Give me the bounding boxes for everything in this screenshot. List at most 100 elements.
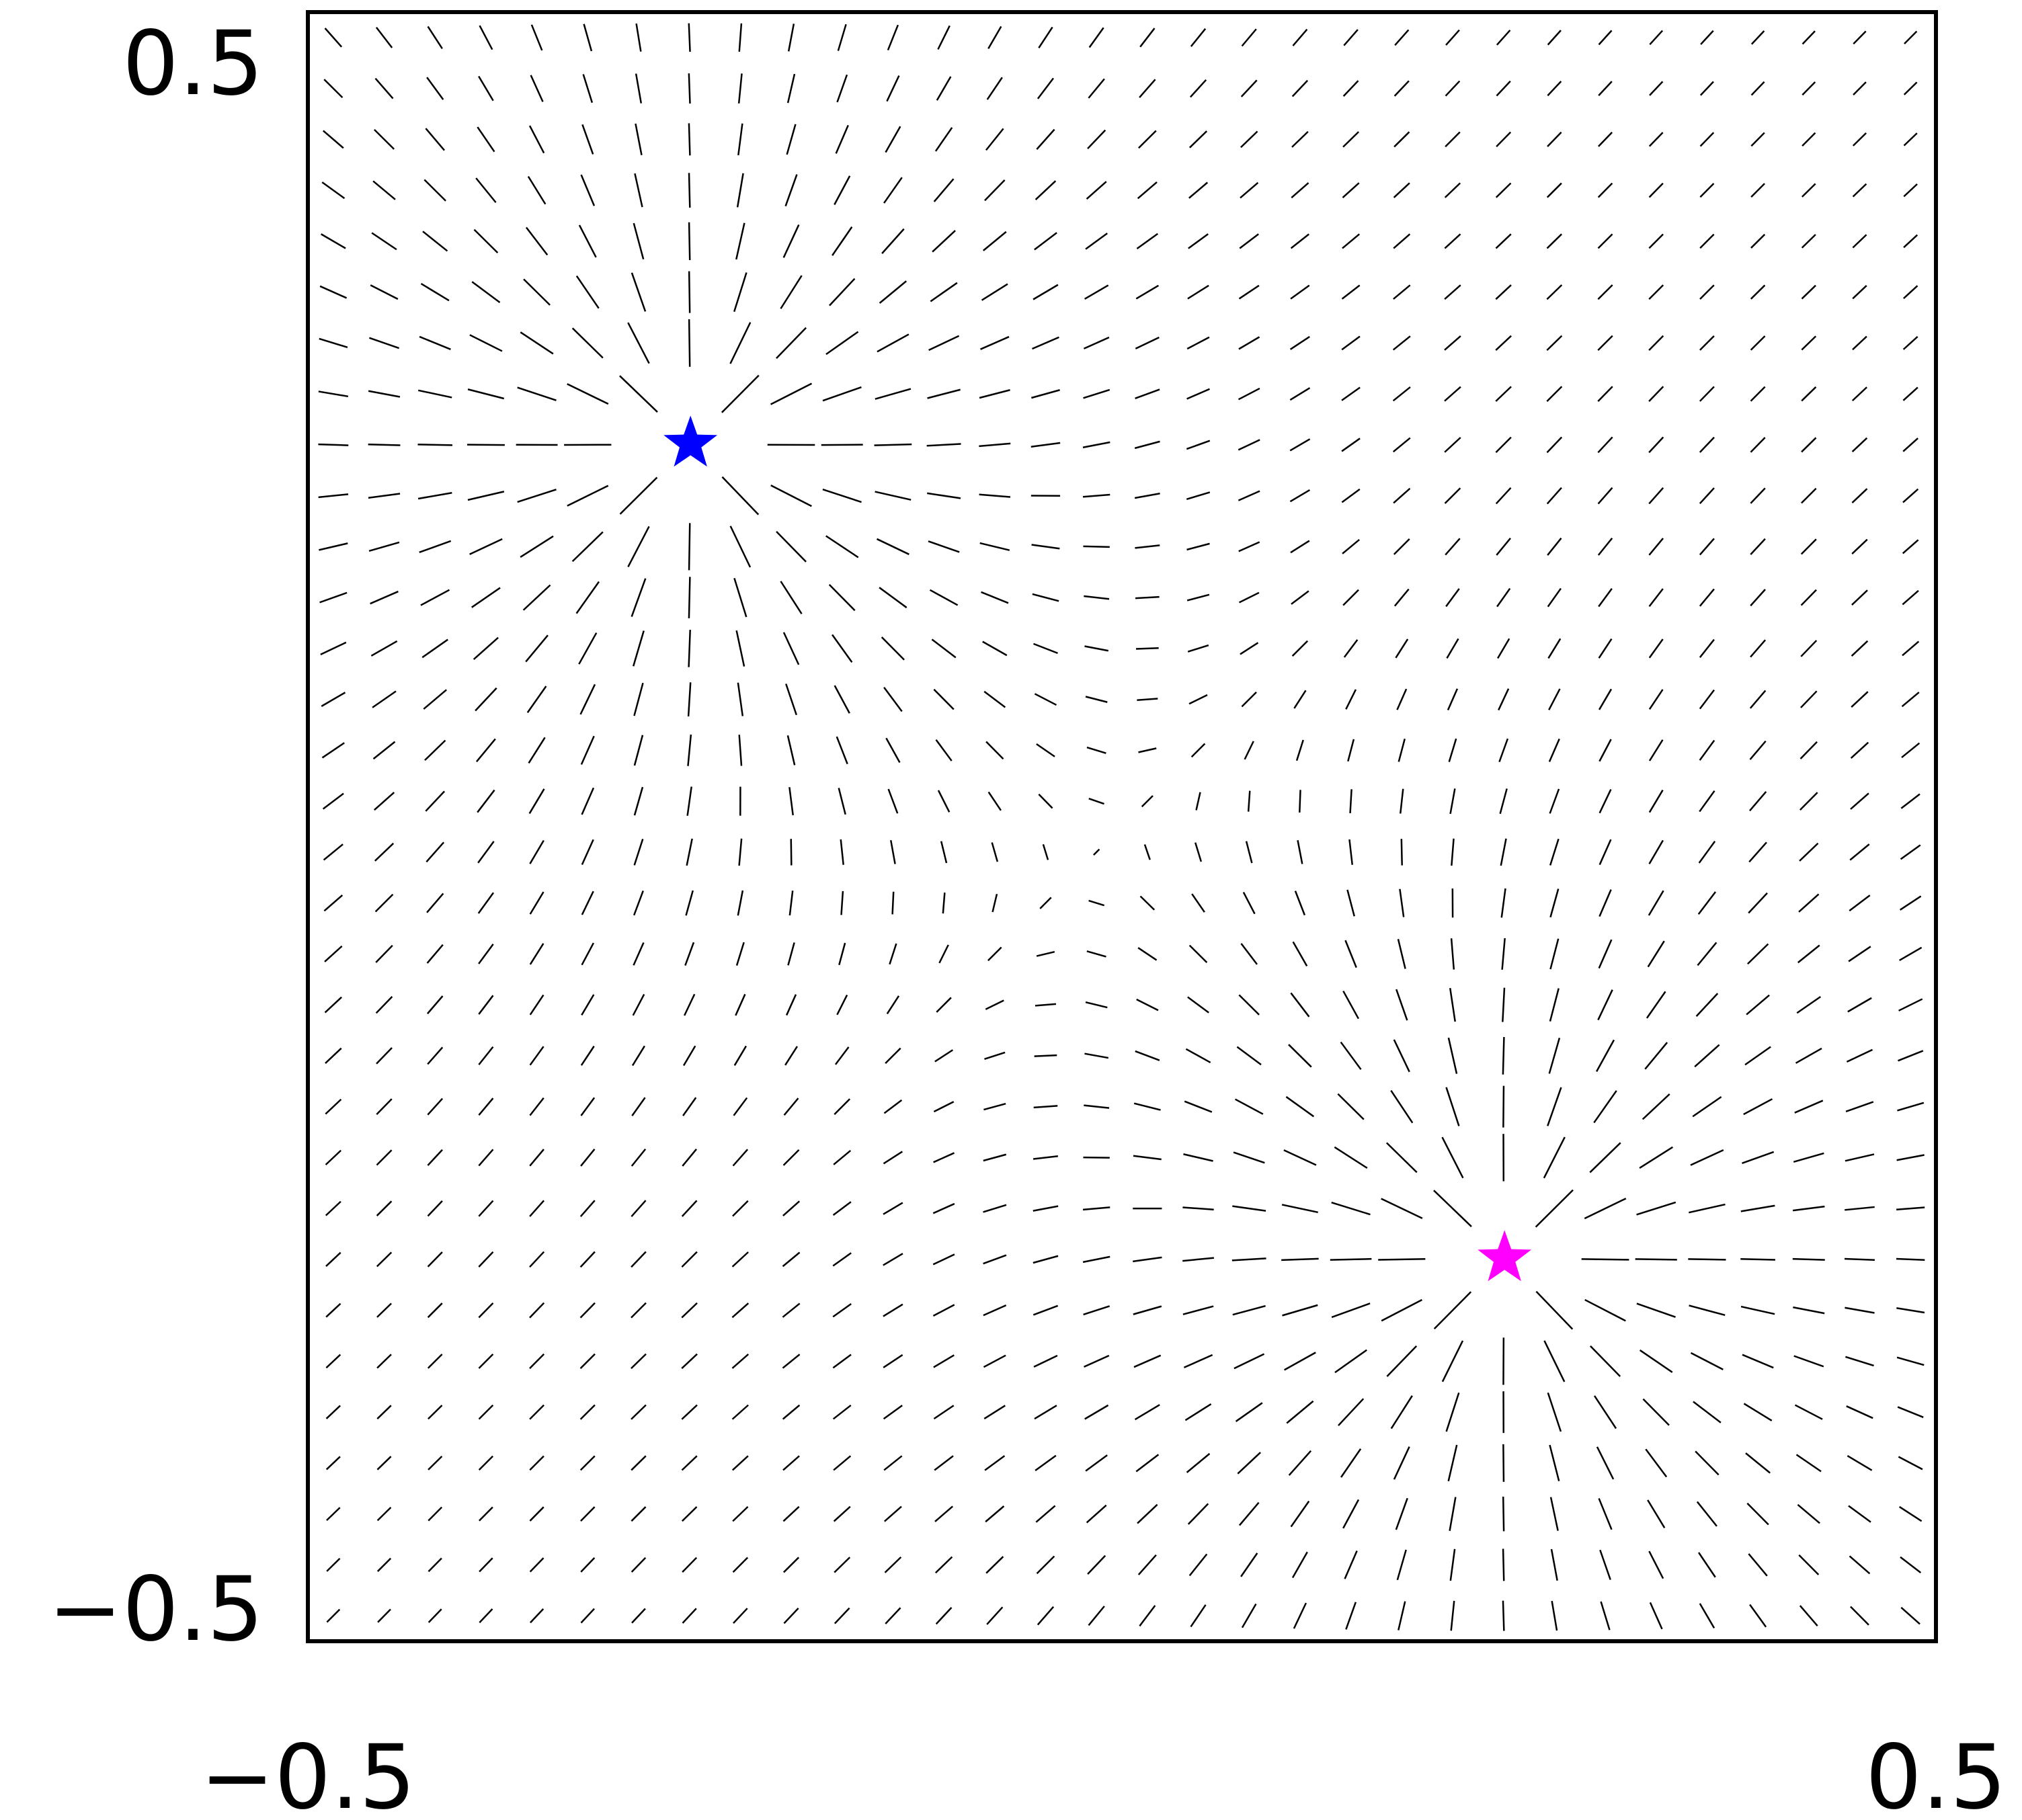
field-segment	[889, 839, 896, 864]
field-segment	[1396, 1549, 1407, 1581]
field-segment	[1239, 233, 1259, 249]
field-segment	[1082, 1206, 1110, 1211]
field-segment	[370, 640, 398, 657]
field-segment	[520, 535, 554, 559]
field-segment	[323, 843, 343, 861]
field-segment	[428, 1405, 443, 1420]
field-segment	[633, 630, 645, 667]
field-segment	[1584, 1198, 1627, 1220]
field-segment	[1133, 1354, 1162, 1368]
star-marker-1	[663, 415, 718, 467]
field-segment	[1393, 1446, 1410, 1480]
field-segment	[1502, 987, 1506, 1022]
field-segment	[836, 74, 848, 103]
field-segment	[832, 1302, 852, 1318]
field-segment	[1393, 538, 1410, 555]
field-segment	[782, 224, 800, 258]
field-segment	[1740, 1204, 1775, 1212]
field-segment	[376, 1098, 393, 1116]
field-segment	[529, 943, 544, 965]
field-segment	[1449, 988, 1456, 1022]
field-segment	[1636, 1302, 1676, 1318]
field-segment	[581, 891, 594, 915]
field-segment	[1186, 1452, 1211, 1473]
field-segment	[1693, 1401, 1722, 1423]
field-segment	[326, 1558, 341, 1572]
field-segment	[885, 1607, 901, 1624]
marker-layer	[663, 415, 1532, 1282]
field-segment	[733, 1608, 748, 1624]
field-segment	[1085, 233, 1108, 250]
field-segment	[1699, 1603, 1715, 1628]
field-segment	[1238, 490, 1260, 501]
field-segment	[1038, 793, 1053, 809]
field-segment	[469, 334, 503, 352]
field-segment	[426, 841, 445, 863]
field-segment	[627, 322, 650, 364]
field-segment	[1445, 588, 1460, 608]
field-segment	[467, 444, 505, 446]
field-segment	[1649, 1602, 1663, 1630]
field-segment	[782, 1404, 801, 1420]
field-segment	[833, 1149, 852, 1165]
field-segment	[832, 634, 853, 663]
field-segment	[783, 1557, 800, 1573]
field-segment	[422, 231, 448, 252]
field-segment	[571, 531, 604, 563]
field-segment	[932, 1304, 955, 1317]
field-segment	[1798, 1554, 1820, 1575]
field-segment	[1291, 79, 1309, 97]
field-segment	[471, 281, 501, 304]
field-segment	[1447, 1037, 1458, 1074]
field-segment	[883, 1455, 903, 1471]
field-segment	[1133, 1305, 1162, 1315]
field-segment	[983, 1103, 1006, 1111]
field-segment	[1495, 233, 1512, 249]
field-segment	[526, 686, 547, 713]
field-segment	[981, 591, 1009, 604]
field-segment	[1648, 284, 1664, 300]
field-segment	[1599, 739, 1612, 762]
field-segment	[428, 1557, 442, 1573]
field-segment	[1134, 492, 1160, 499]
field-segment	[1904, 30, 1918, 44]
field-segment	[1699, 386, 1715, 402]
field-segment	[478, 1302, 494, 1319]
field-segment	[1648, 1550, 1664, 1579]
field-segment	[1801, 437, 1817, 453]
field-segment	[1139, 28, 1156, 48]
field-segment	[1849, 1555, 1871, 1575]
field-segment	[580, 1045, 595, 1066]
field-segment	[1338, 1398, 1365, 1426]
field-segment	[479, 1557, 493, 1573]
field-segment	[1799, 842, 1819, 862]
field-segment	[1182, 1206, 1214, 1211]
field-segment	[1190, 28, 1207, 47]
field-segment	[528, 125, 545, 154]
field-segment	[372, 180, 396, 200]
field-segment	[579, 1251, 596, 1268]
field-segment	[1549, 788, 1560, 814]
field-segment	[1342, 589, 1359, 606]
field-segment	[1550, 1548, 1558, 1581]
field-segment	[426, 893, 444, 913]
field-segment	[1547, 537, 1562, 556]
field-segment	[1341, 284, 1361, 300]
field-segment	[1032, 336, 1059, 350]
field-segment	[834, 1046, 850, 1065]
field-segment	[1648, 182, 1664, 198]
field-segment	[467, 491, 505, 501]
field-segment	[478, 1149, 494, 1167]
field-segment	[375, 26, 393, 48]
field-segment	[530, 1608, 544, 1624]
field-segment	[933, 1354, 955, 1368]
field-segment	[825, 535, 859, 559]
field-segment	[1699, 487, 1715, 505]
field-segment	[1245, 841, 1253, 864]
field-segment	[987, 26, 1002, 49]
field-segment	[829, 278, 856, 306]
field-segment	[1648, 538, 1664, 556]
field-segment	[1648, 890, 1664, 916]
field-segment	[477, 841, 495, 864]
field-segment	[1346, 889, 1355, 917]
